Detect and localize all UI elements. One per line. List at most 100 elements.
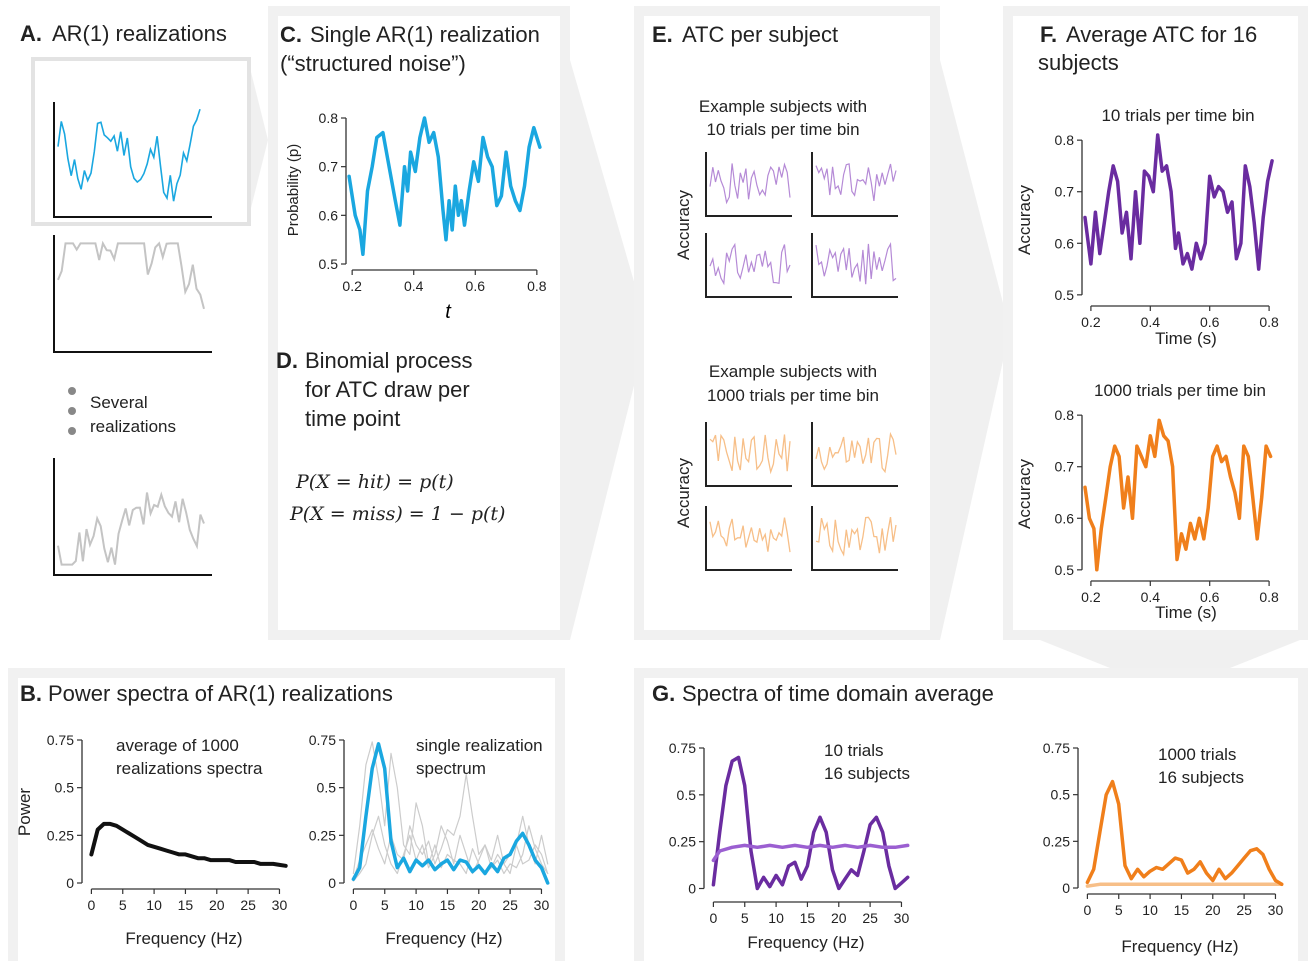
panel-b-letter: B. bbox=[20, 681, 42, 706]
panel-c-title-1: Single AR(1) realization bbox=[310, 22, 540, 47]
x-tick-label: 25 bbox=[240, 897, 256, 913]
panel-e-group2-line1: Example subjects with bbox=[709, 362, 877, 381]
chart-g1-note-1: 10 trials bbox=[824, 741, 884, 760]
panel-f-inner bbox=[1013, 16, 1298, 630]
x-tick-label: 5 bbox=[119, 897, 127, 913]
panel-inner-backgrounds bbox=[18, 16, 1298, 961]
panel-b-inner bbox=[18, 678, 555, 961]
x-tick-label: 25 bbox=[862, 910, 878, 926]
x-tick-label: 0.8 bbox=[1259, 314, 1279, 330]
series-line-2 bbox=[1085, 882, 1284, 888]
x-tick-label: 10 bbox=[408, 897, 424, 913]
x-tick-label: 20 bbox=[831, 910, 847, 926]
chart-b2-xlabel: Frequency (Hz) bbox=[385, 929, 502, 948]
subject-plot-3 bbox=[705, 506, 792, 571]
series-line-2 bbox=[352, 741, 549, 875]
chart-c-ylabel: Probability (p) bbox=[285, 144, 302, 237]
panel-e-letter: E. bbox=[652, 22, 673, 47]
y-tick-label: 0.75 bbox=[669, 740, 696, 756]
x-tick-label: 10 bbox=[1142, 902, 1158, 918]
y-tick-label: 0.5 bbox=[319, 256, 339, 272]
x-tick-label: 30 bbox=[534, 897, 550, 913]
subject-plot-3 bbox=[705, 233, 792, 298]
chart-f2-xlabel: Time (s) bbox=[1155, 603, 1217, 622]
panel-d-title-3: time point bbox=[305, 406, 400, 431]
y-tick-label: 0 bbox=[328, 875, 336, 891]
chart-f2-ylabel: Accuracy bbox=[1015, 459, 1034, 529]
x-tick-label: 5 bbox=[1115, 902, 1123, 918]
x-tick-label: 0.6 bbox=[1200, 589, 1220, 605]
panel-e-orange-subjects bbox=[705, 422, 898, 571]
equation-miss: P(X = miss) = 1 − p(t) bbox=[289, 503, 505, 525]
y-tick-label: 0.7 bbox=[319, 159, 339, 175]
panel-g-inner bbox=[644, 678, 1298, 961]
x-tick-label: 0 bbox=[88, 897, 96, 913]
y-tick-label: 0.75 bbox=[309, 732, 336, 748]
y-tick-label: 0.8 bbox=[319, 110, 339, 126]
y-tick-label: 0.8 bbox=[1055, 407, 1075, 423]
y-tick-label: 0.75 bbox=[47, 732, 74, 748]
y-tick-label: 0.5 bbox=[317, 780, 337, 796]
series-line-1 bbox=[351, 742, 550, 885]
panel-f-subtitle-1: 10 trials per time bin bbox=[1101, 106, 1254, 125]
panel-c-title-2: (“structured noise”) bbox=[280, 51, 466, 76]
y-tick-label: 0.25 bbox=[47, 827, 74, 843]
panel-d-title-1: Binomial process bbox=[305, 348, 473, 373]
ar1-realization-gray-2 bbox=[53, 458, 212, 576]
chart-c-single-realization: 0.5 0.6 0.7 0.8 0.2 0.4 0.6 0.8 bbox=[319, 110, 547, 294]
y-tick-label: 0.25 bbox=[669, 834, 696, 850]
x-tick-label: 10 bbox=[768, 910, 784, 926]
x-tick-label: 0.8 bbox=[527, 278, 547, 294]
panel-a-highlight-frame bbox=[31, 57, 251, 226]
x-tick-label: 0 bbox=[1084, 902, 1092, 918]
y-tick-label: 0.5 bbox=[55, 780, 75, 796]
panel-e-inner bbox=[644, 16, 930, 630]
x-tick-label: 0.6 bbox=[466, 278, 486, 294]
x-tick-label: 0.4 bbox=[1141, 589, 1161, 605]
chart-b1-note-2: realizations spectra bbox=[116, 759, 263, 778]
y-tick-label: 0.25 bbox=[1043, 833, 1070, 849]
panel-c-letter: C. bbox=[280, 22, 302, 47]
subject-plot-2 bbox=[811, 152, 898, 217]
x-tick-label: 15 bbox=[440, 897, 456, 913]
panel-a-letter: A. bbox=[20, 21, 42, 46]
y-tick-label: 0.75 bbox=[1043, 740, 1070, 756]
chart-g2-note-1: 1000 trials bbox=[1158, 745, 1236, 764]
y-tick-label: 0 bbox=[66, 875, 74, 891]
series-line-1 bbox=[347, 116, 542, 257]
panel-f-title-1: Average ATC for 16 bbox=[1066, 22, 1257, 47]
x-tick-label: 15 bbox=[800, 910, 816, 926]
chart-g2-note-2: 16 subjects bbox=[1158, 768, 1244, 787]
panel-e-group1-line1: Example subjects with bbox=[699, 97, 867, 116]
several-realizations-label-2: realizations bbox=[90, 417, 176, 436]
series-line-4 bbox=[352, 815, 549, 882]
x-tick-label: 5 bbox=[381, 897, 389, 913]
x-tick-label: 15 bbox=[1174, 902, 1190, 918]
panel-e-group2-ylabel: Accuracy bbox=[674, 458, 693, 528]
chart-g1-xlabel: Frequency (Hz) bbox=[747, 933, 864, 952]
panel-g-title: Spectra of time domain average bbox=[682, 681, 994, 706]
panel-e-title: ATC per subject bbox=[682, 22, 838, 47]
y-tick-label: 0 bbox=[1062, 880, 1070, 896]
x-tick-label: 25 bbox=[502, 897, 518, 913]
x-tick-label: 30 bbox=[1268, 902, 1284, 918]
x-tick-label: 5 bbox=[741, 910, 749, 926]
x-tick-label: 20 bbox=[1205, 902, 1221, 918]
y-tick-label: 0.6 bbox=[319, 207, 339, 223]
panel-e-group2-line2: 1000 trials per time bin bbox=[707, 386, 879, 405]
x-tick-label: 0.2 bbox=[1081, 314, 1101, 330]
x-tick-label: 20 bbox=[209, 897, 225, 913]
panel-d-title-2: for ATC draw per bbox=[305, 377, 470, 402]
arrow-c-to-e bbox=[570, 60, 648, 640]
x-tick-label: 0 bbox=[710, 910, 718, 926]
chart-f1-xlabel: Time (s) bbox=[1155, 329, 1217, 348]
x-tick-label: 30 bbox=[272, 897, 288, 913]
subject-plot-1 bbox=[705, 152, 792, 217]
series-line-1 bbox=[711, 755, 910, 891]
series-line-1 bbox=[1083, 418, 1273, 572]
chart-b2-note-1: single realization bbox=[416, 736, 543, 755]
x-tick-label: 0.2 bbox=[342, 278, 362, 294]
panel-e-group1-line2: 10 trials per time bin bbox=[706, 120, 859, 139]
equation-hit: P(X = hit) = p(t) bbox=[295, 471, 454, 493]
